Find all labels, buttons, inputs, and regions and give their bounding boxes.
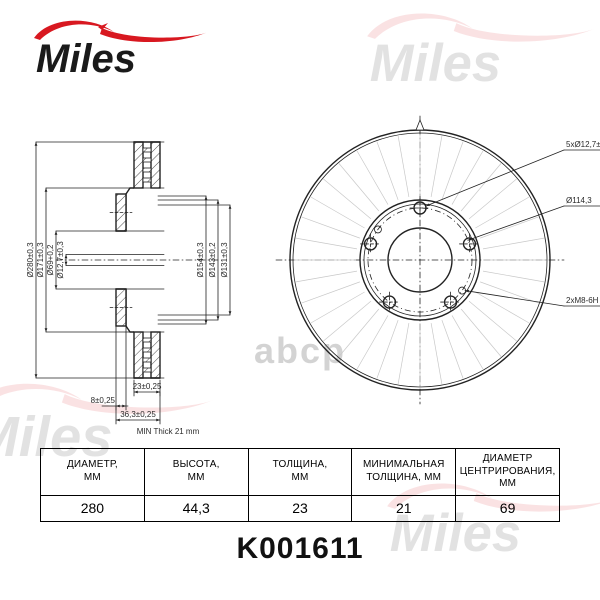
svg-text:8±0,25: 8±0,25: [91, 396, 116, 405]
svg-text:Ø280±0,3: Ø280±0,3: [26, 242, 35, 278]
col-header-0: ДИАМЕТР,ММ: [41, 449, 145, 496]
technical-drawing: Ø280±0,3Ø171±0,3Ø69+0,2Ø12,7±0,3 Ø154±0,3…: [0, 100, 600, 440]
brand-logo: Miles: [30, 18, 210, 82]
brand-name: Miles: [36, 37, 136, 81]
svg-text:Ø69+0,2: Ø69+0,2: [46, 244, 55, 275]
svg-text:Ø143±0,2: Ø143±0,2: [208, 242, 217, 278]
svg-text:Ø171±0,3: Ø171±0,3: [36, 242, 45, 278]
svg-text:Ø154±0,3: Ø154±0,3: [196, 242, 205, 278]
svg-text:Ø114,3: Ø114,3: [566, 196, 592, 205]
svg-text:MIN Thick 21 mm: MIN Thick 21 mm: [137, 427, 200, 436]
col-header-1: ВЫСОТА,ММ: [144, 449, 248, 496]
col-value-4: 69: [456, 495, 560, 522]
svg-text:2xM8-6H EQS: 2xM8-6H EQS: [566, 296, 600, 305]
col-value-1: 44,3: [144, 495, 248, 522]
col-header-4: ДИАМЕТРЦЕНТРИРОВАНИЯ, ММ: [456, 449, 560, 496]
col-value-0: 280: [41, 495, 145, 522]
col-value-3: 21: [352, 495, 456, 522]
svg-text:Miles: Miles: [370, 34, 501, 93]
col-header-3: МИНИМАЛЬНАЯТОЛЩИНА, ММ: [352, 449, 456, 496]
col-header-2: ТОЛЩИНА,ММ: [248, 449, 352, 496]
svg-text:Ø12,7±0,3: Ø12,7±0,3: [56, 241, 65, 279]
page-root: Miles Miles Miles Miles abcp Ø280±0,3Ø17…: [0, 0, 600, 600]
svg-text:36,3±0,25: 36,3±0,25: [120, 410, 156, 419]
side-view: Ø280±0,3Ø171±0,3Ø69+0,2Ø12,7±0,3 Ø154±0,3…: [26, 142, 231, 436]
svg-text:23±0,25: 23±0,25: [133, 382, 162, 391]
spec-table: ДИАМЕТР,ММВЫСОТА,ММТОЛЩИНА,МММИНИМАЛЬНАЯ…: [40, 448, 560, 522]
svg-text:5xØ12,7±0,3 EQS: 5xØ12,7±0,3 EQS: [566, 140, 600, 149]
front-view: 5xØ12,7±0,3 EQS Ø114,3 2xM8-6H EQS: [276, 116, 600, 404]
part-number: K001611: [0, 532, 600, 566]
col-value-2: 23: [248, 495, 352, 522]
svg-text:Ø131±0,3: Ø131±0,3: [220, 242, 229, 278]
brand-watermark-1: Miles: [360, 10, 600, 94]
